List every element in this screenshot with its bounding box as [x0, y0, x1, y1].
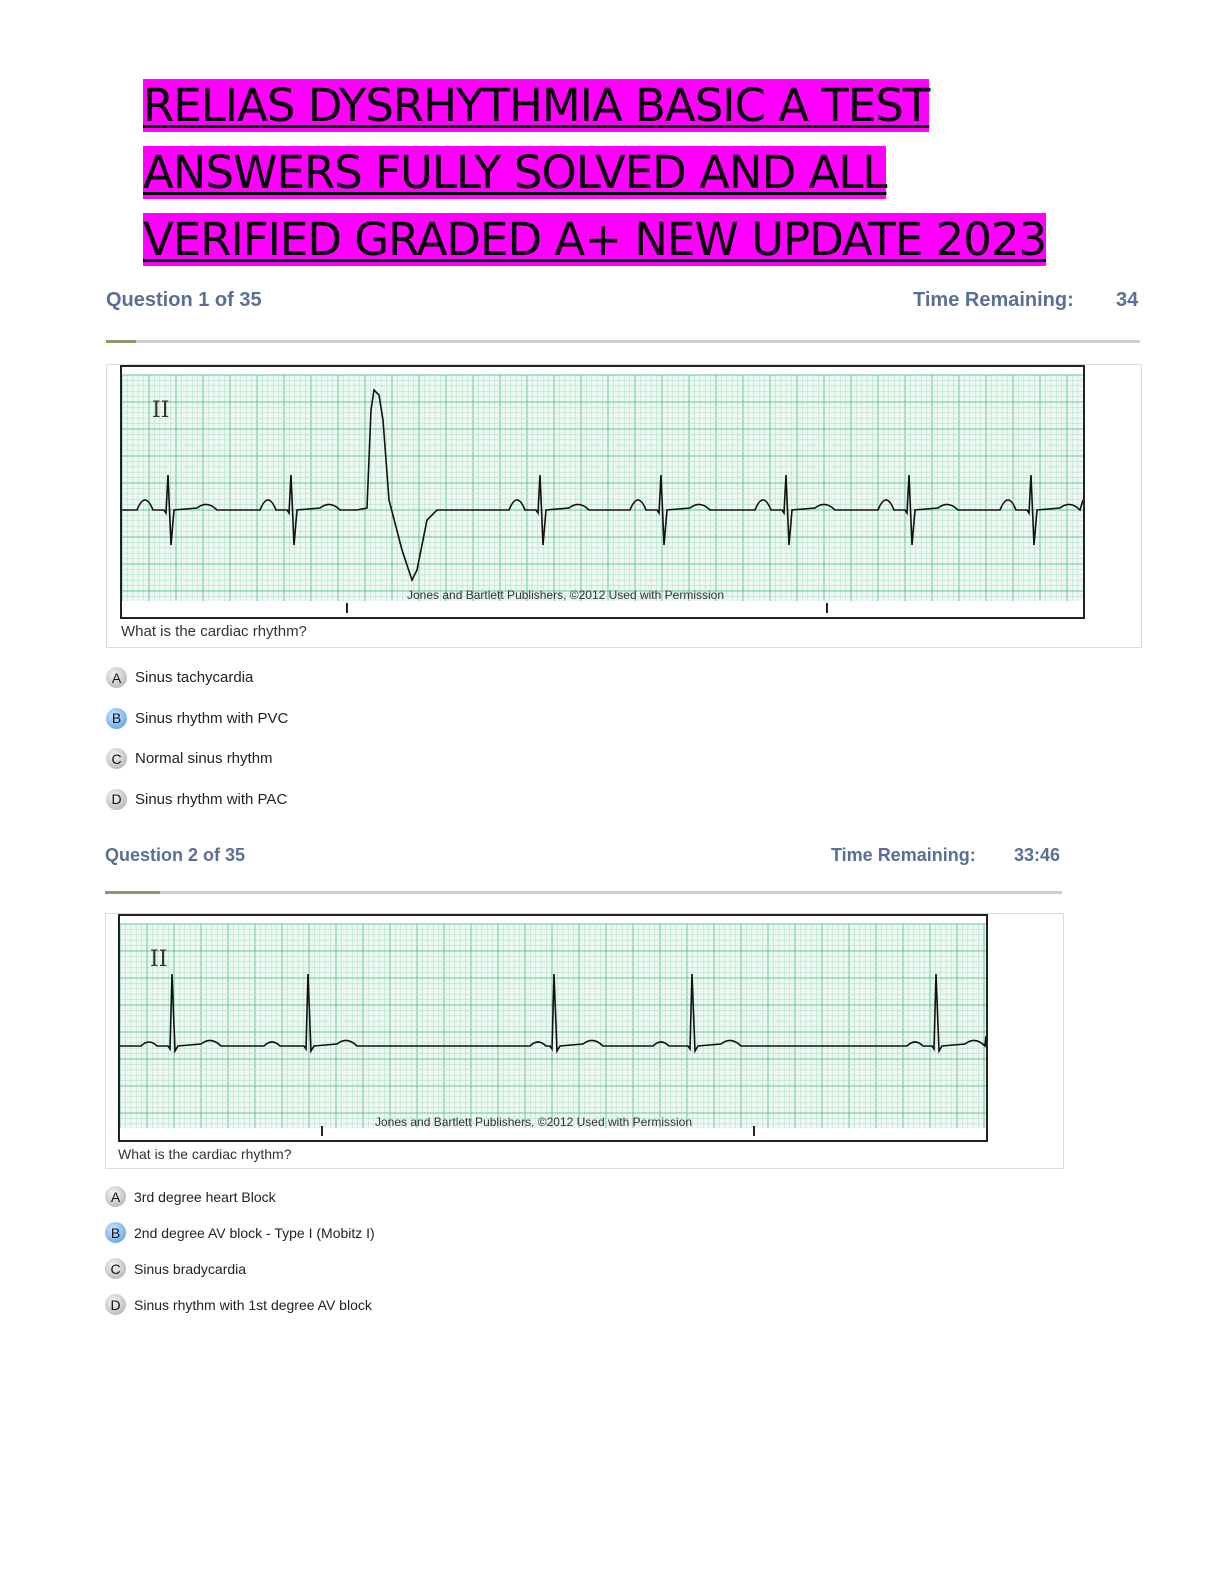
option-text: Normal sinus rhythm — [135, 750, 273, 767]
ecg-grid — [122, 374, 1083, 601]
answer-option-b[interactable]: B 2nd degree AV block - Type I (Mobitz I) — [105, 1222, 375, 1243]
answer-option-d[interactable]: D Sinus rhythm with 1st degree AV block — [105, 1294, 372, 1315]
ecg-waveform — [122, 388, 1083, 583]
option-text: Sinus tachycardia — [135, 669, 254, 686]
option-text: 2nd degree AV block - Type I (Mobitz I) — [134, 1224, 375, 1241]
question-prompt: What is the cardiac rhythm? — [118, 1146, 292, 1162]
image-credit: Jones and Bartlett Publishers, ©2012 Use… — [375, 1115, 692, 1129]
option-text: Sinus rhythm with PVC — [135, 709, 289, 727]
option-text: 3rd degree heart Block — [134, 1188, 276, 1205]
lead-label: II — [150, 947, 167, 972]
option-letter-badge[interactable]: C — [105, 1258, 126, 1279]
answer-option-a[interactable]: A Sinus tachycardia — [106, 667, 253, 688]
option-letter-badge[interactable]: D — [105, 1294, 126, 1315]
answer-option-d[interactable]: D Sinus rhythm with PAC — [106, 788, 288, 810]
ecg-image: II Jones and Bartlett Publishers, ©2012 U… — [122, 374, 1083, 613]
answer-option-c[interactable]: C Sinus bradycardia — [105, 1258, 246, 1279]
answer-option-c[interactable]: C Normal sinus rhythm — [106, 748, 273, 769]
option-text: Sinus rhythm with 1st degree AV block — [134, 1296, 372, 1313]
title-line: VERIFIED GRADED A+ NEW UPDATE 2023 — [143, 213, 1047, 266]
ecg-strip: II Jones and Bartlett Publishers, ©2012 U… — [120, 365, 1085, 619]
progress-bar — [105, 891, 1062, 894]
title-line: ANSWERS FULLY SOLVED AND ALL — [143, 146, 887, 199]
option-text: Sinus rhythm with PAC — [135, 790, 288, 808]
option-letter-badge[interactable]: A — [105, 1186, 126, 1207]
time-remaining-value: 34 — [1116, 289, 1139, 311]
option-letter-badge[interactable]: C — [106, 748, 127, 769]
image-credit: Jones and Bartlett Publishers, ©2012 Use… — [407, 588, 724, 602]
ecg-strip: II Jones and Bartlett Publishers, ©2012 U… — [118, 914, 988, 1142]
ecg-waveform — [120, 973, 986, 1054]
option-letter-badge[interactable]: B — [105, 1222, 126, 1243]
question-prompt: What is the cardiac rhythm? — [121, 623, 307, 640]
progress-bar — [106, 340, 1140, 343]
time-remaining-label: Time Remaining: — [913, 289, 1074, 311]
question-counter: Question 1 of 35 — [106, 289, 262, 311]
time-remaining-value: 33:46 — [1014, 845, 1061, 865]
title-line: RELIAS DYSRHYTHMIA BASIC A TEST — [143, 79, 930, 132]
lead-label: II — [152, 398, 169, 423]
option-letter-badge[interactable]: B — [106, 707, 127, 729]
time-remaining-label: Time Remaining: — [831, 845, 976, 865]
option-text: Sinus bradycardia — [134, 1260, 247, 1277]
option-letter-badge[interactable]: A — [106, 667, 127, 688]
document-title: RELIAS DYSRHYTHMIA BASIC A TEST ANSWERS … — [143, 72, 1047, 273]
question-counter: Question 2 of 35 — [105, 845, 246, 865]
answer-option-a[interactable]: A 3rd degree heart Block — [105, 1186, 276, 1207]
answer-option-b[interactable]: B Sinus rhythm with PVC — [106, 707, 289, 729]
ecg-image: II Jones and Bartlett Publishers, ©2012 U… — [120, 923, 986, 1136]
option-letter-badge[interactable]: D — [106, 788, 127, 810]
